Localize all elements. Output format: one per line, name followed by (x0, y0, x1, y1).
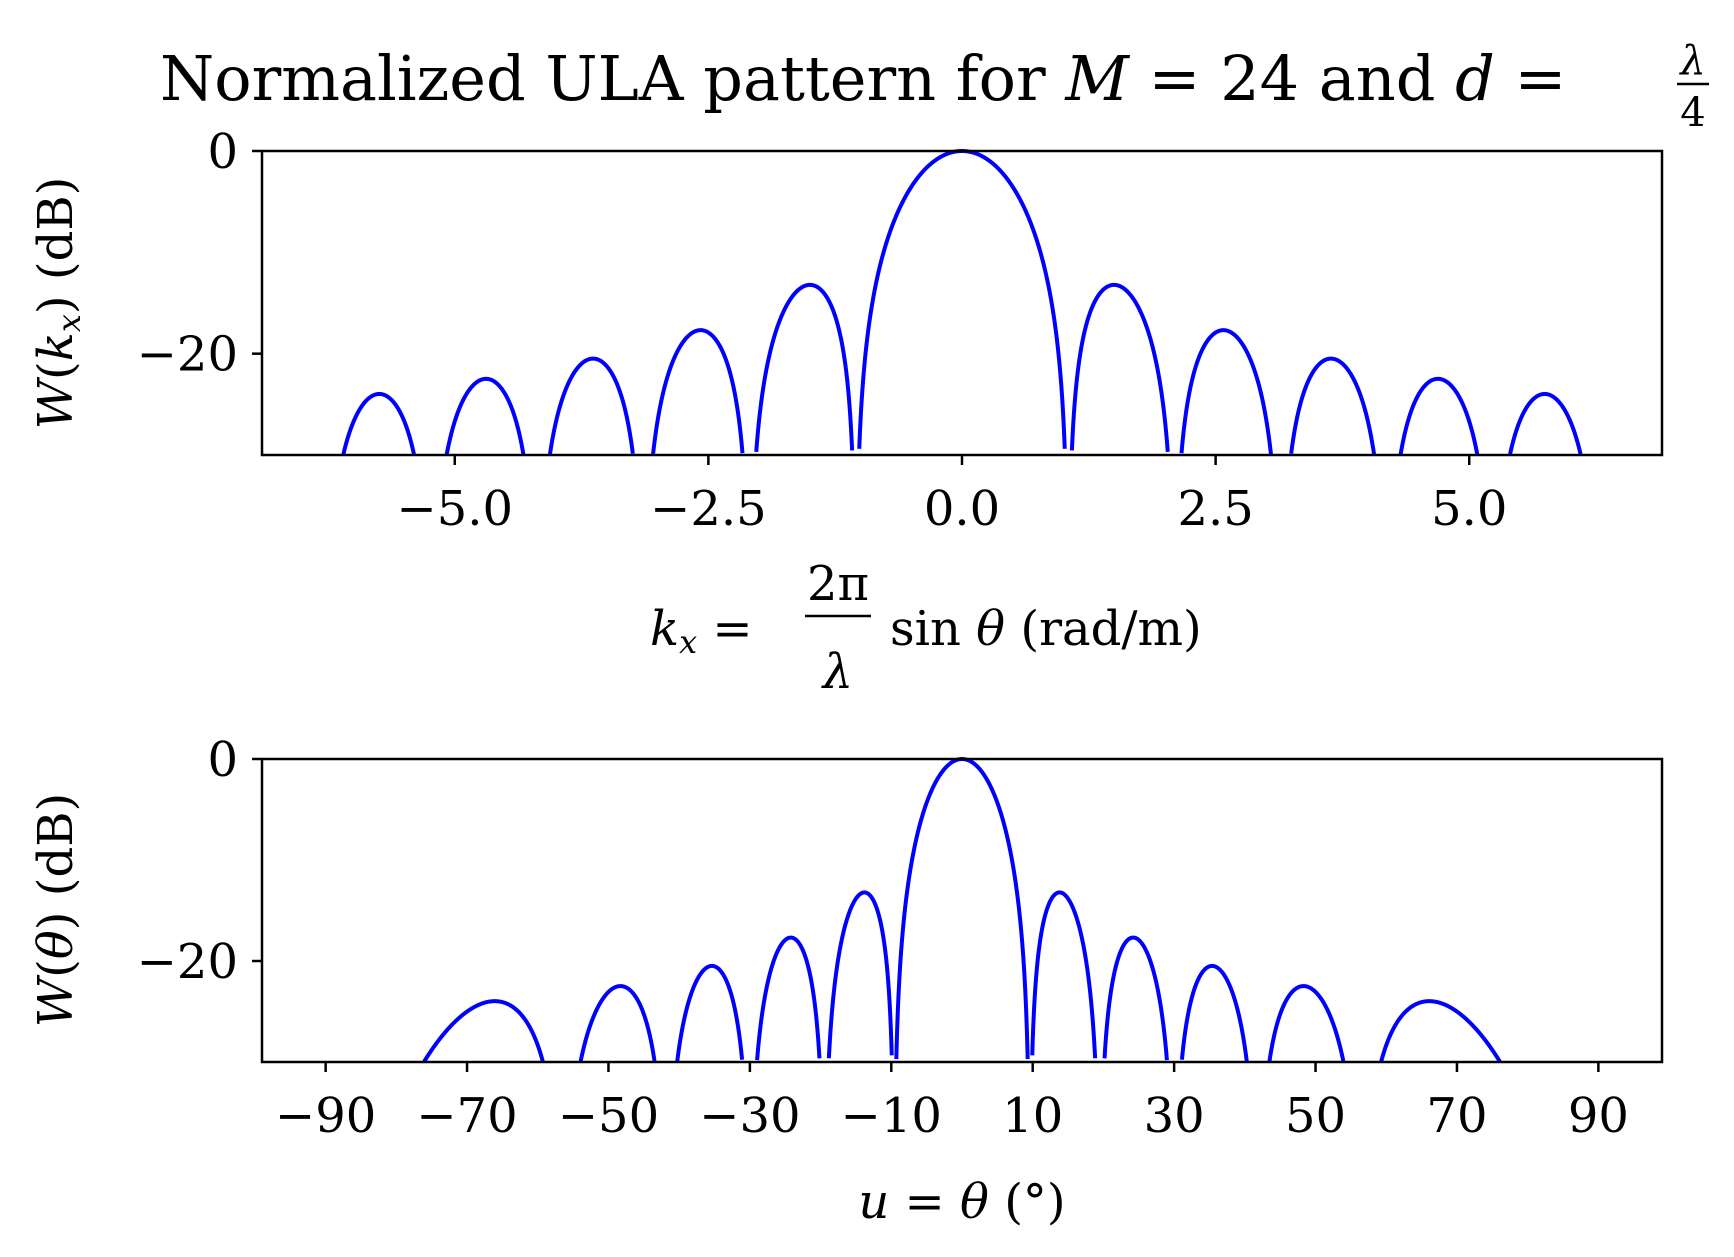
pattern-curve-kx (341, 149, 1583, 456)
title-frac-num: λ (1678, 38, 1705, 84)
xtick-label: 50 (1285, 1088, 1346, 1144)
xtick-label: 0.0 (924, 481, 1000, 537)
ytick-label: 0 (207, 124, 238, 180)
title-prefix: Normalized ULA pattern for (160, 42, 1065, 115)
xtick-label: −2.5 (650, 481, 767, 537)
ytick-label: 0 (207, 732, 238, 788)
svg-text:λ: λ (821, 644, 853, 700)
plot-area-kx (341, 149, 1583, 456)
xtick-label: 2.5 (1177, 481, 1253, 537)
ticks-theta: −90 −70 −50 −30 −10 10 30 50 70 90 0 −20 (137, 732, 1629, 1144)
xtick-label: −5.0 (396, 481, 513, 537)
subplot-theta: −90 −70 −50 −30 −10 10 30 50 70 900−20 W(θ) (dB) … (28, 732, 1664, 1230)
xtick-label: −10 (841, 1088, 942, 1144)
subplot-kx: −5.0 −2.5 0.0 2.5 5.0 0 −20 W(kx) (dB) kx = 2π… (28, 124, 1664, 700)
xlabel-kx: kx = 2π λ sin θ (rad/m) (650, 556, 1202, 700)
title-d: d (1455, 42, 1495, 115)
xtick-label: −30 (699, 1088, 800, 1144)
ylabel-kx: W(kx) (dB) (28, 177, 88, 430)
title-frac-den: 4 (1680, 90, 1705, 136)
xtick-label: 90 (1568, 1088, 1629, 1144)
xtick-label: −50 (558, 1088, 659, 1144)
xtick-label: 30 (1144, 1088, 1205, 1144)
svg-text:2π: 2π (807, 556, 869, 612)
title-M: M (1064, 42, 1130, 115)
xtick-label: 70 (1426, 1088, 1487, 1144)
figure-title: Normalized ULA pattern for M = 24 and d … (160, 38, 1709, 136)
title-eq1: = 24 and (1129, 42, 1455, 115)
svg-text:sin θ (rad/m): sin θ (rad/m) (890, 601, 1202, 657)
axes-frame-kx (260, 149, 1664, 457)
pattern-curve-theta (422, 757, 1502, 1064)
ylabel-theta: W(θ) (dB) (28, 793, 84, 1027)
xtick-label: −70 (416, 1088, 517, 1144)
xlabel-theta: u = θ (°) (858, 1174, 1065, 1230)
ytick-label: −20 (137, 934, 238, 990)
xtick-label: 5.0 (1431, 481, 1507, 537)
title-eq2: = (1495, 42, 1567, 115)
ticks-kx: −5.0 −2.5 0.0 2.5 5.0 0 −20 (137, 124, 1508, 537)
plot-area-theta (422, 757, 1502, 1064)
svg-text:kx =: kx = (650, 601, 753, 661)
ytick-label: −20 (137, 327, 238, 383)
xtick-label: 10 (1002, 1088, 1063, 1144)
axes-frame-theta (260, 757, 1664, 1064)
svg-text:Normalized ULA pattern for M =: Normalized ULA pattern for M = 24 and d … (160, 42, 1566, 115)
xtick-label: −90 (275, 1088, 376, 1144)
